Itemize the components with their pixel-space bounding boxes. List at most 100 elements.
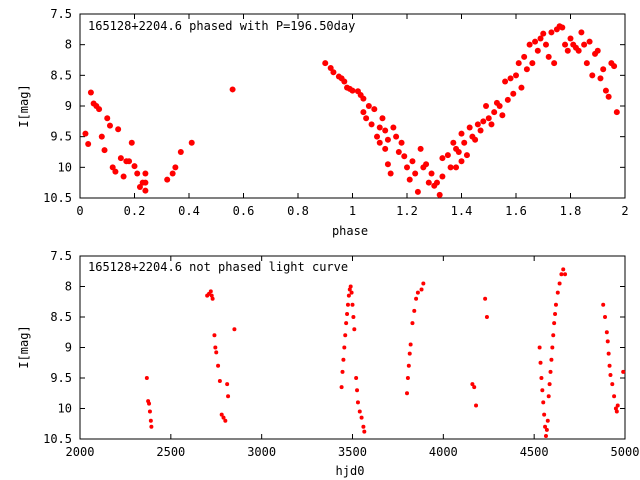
unphased-chart-title: 165128+2204.6 not phased light curve [88, 260, 348, 274]
phased-data-point [526, 41, 533, 48]
unphased-x-tick-label: 4500 [520, 445, 549, 459]
phased-data-point [472, 136, 479, 143]
unphased-data-point [345, 302, 350, 307]
unphased-data-point [539, 376, 544, 380]
phased-data-point [406, 176, 413, 183]
unphased-data-point [351, 315, 356, 319]
phased-data-point [510, 90, 517, 97]
unphased-data-point [216, 363, 221, 368]
unphased-data-point [419, 287, 424, 292]
phased-data-point [142, 179, 149, 186]
unphased-data-point [542, 412, 547, 417]
phased-data-point [414, 188, 421, 195]
phased-data-point [613, 109, 620, 116]
phased-data-point [562, 41, 569, 48]
unphased-data-point [604, 330, 609, 335]
unphased-data-point [540, 388, 545, 393]
phased-data-point [126, 158, 133, 165]
phased-y-axis-label: I[mag] [17, 84, 31, 127]
phased-data-point [521, 53, 528, 60]
phased-data-point [545, 53, 552, 60]
phased-data-point [450, 139, 457, 146]
unphased-data-point [601, 302, 606, 307]
phased-x-tick-label: 0.8 [287, 204, 309, 218]
phased-data-point [131, 163, 138, 170]
phased-data-point [142, 170, 149, 177]
unphased-x-axis-label: hjd0 [336, 464, 365, 478]
phased-x-tick-label: 0.4 [178, 204, 200, 218]
phased-data-point [409, 158, 416, 165]
phased-data-point [466, 124, 473, 131]
unphased-data-point [212, 333, 217, 338]
unphased-data-point [557, 281, 562, 286]
unphased-y-tick-label: 8.5 [50, 310, 72, 324]
unphased-data-point [408, 342, 413, 347]
phased-data-point [87, 89, 94, 96]
phased-x-tick-label: 0 [76, 204, 83, 218]
unphased-data-point [549, 357, 554, 362]
phased-data-point [513, 72, 519, 79]
unphased-data-point [483, 296, 488, 301]
unphased-data-point [348, 284, 353, 289]
unphased-data-point [407, 351, 412, 356]
phased-data-point [534, 47, 541, 54]
unphased-data-points [144, 267, 626, 438]
unphased-data-point [610, 382, 615, 387]
unphased-data-point [608, 372, 613, 377]
unphased-data-point [474, 403, 479, 408]
phased-data-point [322, 60, 329, 67]
phased-data-point [581, 41, 588, 48]
unphased-data-point [221, 415, 226, 420]
plot-frame-phased [79, 13, 626, 199]
phased-data-point [101, 147, 108, 154]
unphased-data-point [412, 308, 417, 313]
unphased-data-point [225, 382, 230, 387]
phased-data-point [602, 87, 609, 94]
phased-data-point [363, 115, 370, 122]
phased-data-point [349, 87, 356, 94]
unphased-y-tick-label: 9 [65, 341, 72, 355]
phased-data-point [425, 179, 432, 186]
unphased-data-point [614, 409, 619, 414]
unphased-data-point [410, 321, 415, 326]
phased-data-point [529, 60, 536, 67]
phased-data-point [611, 63, 618, 70]
phased-data-point [567, 35, 574, 42]
phased-data-point [537, 35, 544, 42]
phased-y-tick-label: 7.5 [50, 7, 72, 21]
unphased-data-point [355, 388, 360, 393]
phased-data-point [447, 164, 454, 171]
phased-data-point [384, 136, 391, 143]
unphased-data-point [347, 287, 352, 292]
unphased-data-point [612, 394, 617, 399]
phased-data-point [483, 103, 490, 109]
unphased-data-point [349, 290, 354, 295]
unphased-data-point [541, 400, 546, 405]
phased-y-tick-label: 8 [65, 38, 72, 52]
phased-data-point [564, 47, 571, 54]
phased-data-point [488, 121, 495, 128]
phased-data-point [172, 164, 179, 171]
unphased-data-point [346, 293, 351, 298]
phased-data-point [112, 168, 119, 175]
unphased-data-point [606, 351, 611, 356]
phased-data-point [134, 170, 141, 177]
phased-x-tick-label: 1.2 [396, 204, 418, 218]
phased-x-tick-label: 1.8 [560, 204, 582, 218]
plot-frame-unphased [79, 255, 626, 440]
phased-data-point [177, 149, 184, 155]
phased-data-point [586, 38, 593, 45]
phased-data-point [461, 139, 468, 146]
unphased-data-point [219, 412, 224, 417]
phased-data-point [507, 75, 514, 82]
unphased-data-point [547, 382, 552, 387]
phased-data-point [540, 30, 547, 37]
unphased-data-point [350, 302, 355, 307]
phased-data-point [341, 78, 348, 85]
phased-data-point [398, 139, 405, 146]
unphased-data-point [345, 311, 350, 316]
phased-data-point [382, 145, 389, 152]
unphased-data-point [484, 315, 489, 319]
phased-data-point [390, 124, 397, 131]
